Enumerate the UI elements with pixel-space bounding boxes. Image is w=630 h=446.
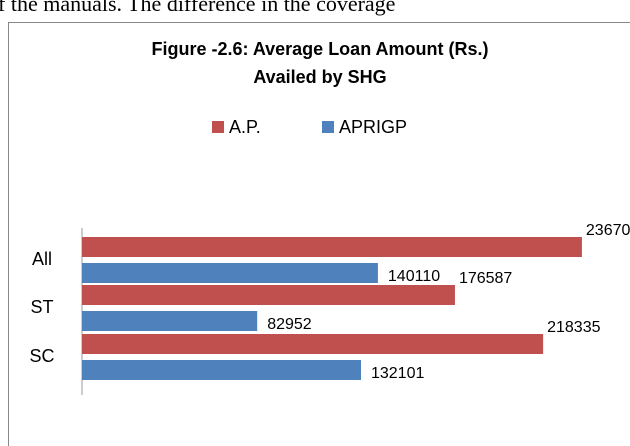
value-label: 140110 bbox=[388, 268, 440, 285]
bar bbox=[82, 334, 544, 354]
legend-swatch bbox=[322, 121, 334, 133]
legend-label: A.P. bbox=[229, 117, 261, 137]
category-label: All bbox=[32, 249, 52, 269]
bar bbox=[82, 285, 455, 305]
category-label: ST bbox=[30, 297, 53, 317]
value-label: 236702 bbox=[586, 222, 630, 239]
value-label: 218335 bbox=[547, 319, 600, 336]
chart-title: Availed by SHG bbox=[253, 67, 386, 87]
value-label: 176587 bbox=[459, 270, 512, 287]
bar bbox=[82, 263, 378, 283]
value-label: 132101 bbox=[371, 365, 424, 382]
legend-swatch bbox=[212, 121, 224, 133]
bar bbox=[82, 237, 582, 257]
bar bbox=[82, 311, 258, 331]
bar bbox=[82, 360, 361, 380]
chart-title: Figure -2.6: Average Loan Amount (Rs.) bbox=[151, 39, 488, 59]
legend-label: APRIGP bbox=[339, 117, 407, 137]
category-label: SC bbox=[29, 346, 54, 366]
value-label: 82952 bbox=[267, 316, 312, 333]
context-text: f the manuals. The difference in the cov… bbox=[0, 0, 395, 16]
